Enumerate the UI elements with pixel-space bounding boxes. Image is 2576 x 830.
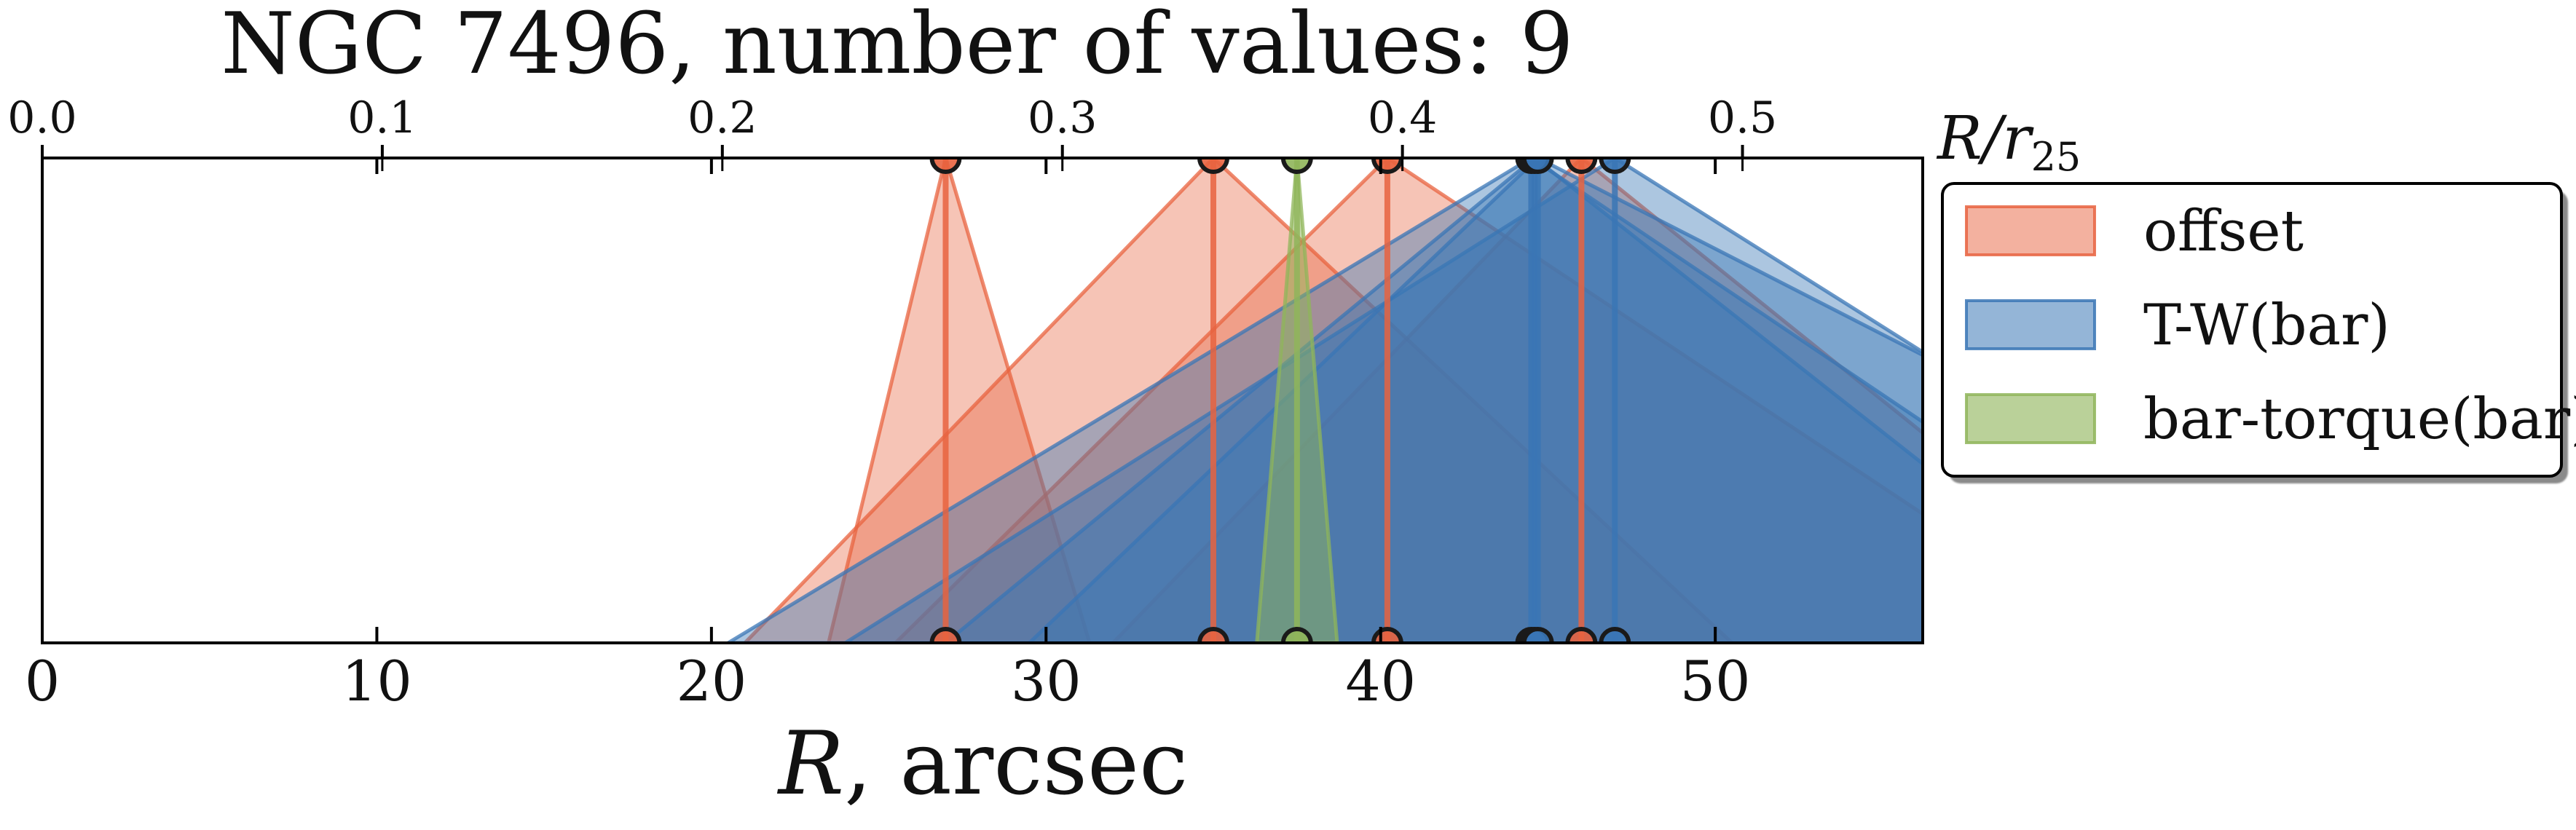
legend-label-offset: offset xyxy=(2143,199,2304,264)
legend-box xyxy=(1941,182,2563,478)
bottom-tick-label-10: 10 xyxy=(342,649,412,714)
top-axis-label: R/r25 xyxy=(1936,104,2081,180)
t-w-bar--marker-bottom-4 xyxy=(1521,627,1554,643)
offset-marker-top-2 xyxy=(1197,158,1230,174)
legend-swatch-t-w-bar- xyxy=(1965,299,2096,350)
t-w-bar--marker-top-4 xyxy=(1521,158,1554,174)
bottom-tick-label-50: 50 xyxy=(1680,649,1751,714)
top-tick-label-0.2: 0.2 xyxy=(688,92,757,143)
offset-range-1 xyxy=(827,158,1092,643)
t-w-bar--range-2 xyxy=(843,158,1923,643)
offset-marker-bottom-2 xyxy=(1197,627,1230,643)
t-w-bar--marker-bottom-2 xyxy=(1599,627,1631,643)
plot-area xyxy=(726,158,1923,643)
ticks: 0 10 20 30 40 50 0.0 0.1 0.2 0.3 0.4 0.5 xyxy=(7,92,1777,714)
bottom-tick-label-20: 20 xyxy=(677,649,747,714)
bar-torque-bar--marker-top-1 xyxy=(1280,158,1313,174)
t-w-bar--range-3 xyxy=(943,158,1923,643)
top-tick-label-0.1: 0.1 xyxy=(347,92,417,143)
t-w-bar--range-1 xyxy=(726,158,1923,643)
bottom-tick-label-0: 0 xyxy=(25,649,60,714)
x-axis-label-symbol: R xyxy=(777,714,844,815)
top-tick-label-0.4: 0.4 xyxy=(1368,92,1437,143)
top-tick-label-0.3: 0.3 xyxy=(1028,92,1097,143)
t-w-bar--marker-top-2 xyxy=(1599,158,1631,174)
x-axis-label: R, arcsec xyxy=(777,714,1189,815)
top-axis-label-main: R/r xyxy=(1936,104,2034,173)
legend-swatch-offset xyxy=(1965,205,2096,256)
bottom-tick-label-40: 40 xyxy=(1345,649,1416,714)
top-tick-label-0.0: 0.0 xyxy=(7,92,76,143)
bar-torque-bar--marker-bottom-1 xyxy=(1280,627,1313,643)
legend-label-t-w-bar-: T-W(bar) xyxy=(2143,293,2390,358)
plot-frame xyxy=(41,157,1924,644)
chart-title: NGC 7496, number of values: 9 xyxy=(221,0,1573,93)
x-axis-label-rest: , arcsec xyxy=(844,714,1188,815)
top-tick-label-0.5: 0.5 xyxy=(1708,92,1777,143)
offset-marker-bottom-4 xyxy=(1565,627,1598,643)
legend: offset T-W(bar) bar-torque(bar) xyxy=(1941,182,2576,483)
offset-marker-bottom-1 xyxy=(929,627,962,643)
bottom-tick-label-30: 30 xyxy=(1011,649,1082,714)
offset-marker-top-1 xyxy=(929,158,962,174)
legend-label-bar-torque-bar-: bar-torque(bar) xyxy=(2143,387,2576,452)
legend-swatch-bar-torque-bar- xyxy=(1965,393,2096,444)
offset-range-3 xyxy=(894,158,1923,643)
top-axis-label-sub: 25 xyxy=(2031,134,2081,180)
offset-marker-top-4 xyxy=(1565,158,1598,174)
